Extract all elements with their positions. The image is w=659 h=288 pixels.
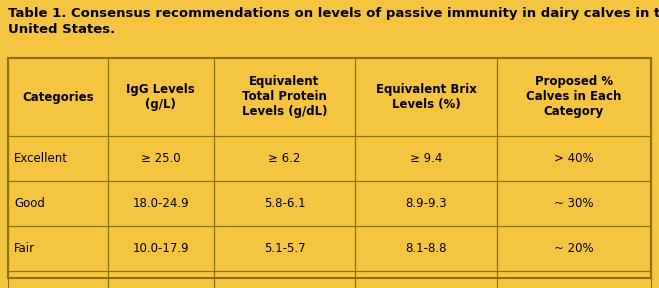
Bar xyxy=(214,136,355,181)
Text: Fair: Fair xyxy=(14,242,35,255)
Bar xyxy=(214,271,355,288)
Text: > 40%: > 40% xyxy=(554,152,594,165)
Text: 8.9-9.3: 8.9-9.3 xyxy=(405,197,447,210)
Text: Equivalent Brix
Levels (%): Equivalent Brix Levels (%) xyxy=(376,83,476,111)
Bar xyxy=(214,58,355,136)
Bar xyxy=(355,181,497,226)
Bar xyxy=(497,181,651,226)
Text: Table 1. Consensus recommendations on levels of passive immunity in dairy calves: Table 1. Consensus recommendations on le… xyxy=(8,7,659,20)
Text: ≥ 25.0: ≥ 25.0 xyxy=(141,152,181,165)
Bar xyxy=(355,226,497,271)
Text: IgG Levels
(g/L): IgG Levels (g/L) xyxy=(127,83,195,111)
Text: ≥ 9.4: ≥ 9.4 xyxy=(410,152,442,165)
Text: < 10.0%: < 10.0% xyxy=(548,287,599,288)
Bar xyxy=(214,226,355,271)
Text: 8.1-8.8: 8.1-8.8 xyxy=(405,242,447,255)
Bar xyxy=(8,58,107,136)
Text: 5.8-6.1: 5.8-6.1 xyxy=(264,197,305,210)
Bar xyxy=(355,271,497,288)
Text: ~ 20%: ~ 20% xyxy=(554,242,594,255)
Text: ≥ 6.2: ≥ 6.2 xyxy=(268,152,301,165)
Bar xyxy=(8,271,107,288)
Bar xyxy=(8,181,107,226)
Bar xyxy=(8,136,107,181)
Bar xyxy=(8,58,651,278)
Bar xyxy=(497,136,651,181)
Text: 5.1-5.7: 5.1-5.7 xyxy=(264,242,305,255)
Bar xyxy=(107,181,214,226)
Bar xyxy=(107,226,214,271)
Bar xyxy=(214,181,355,226)
Bar xyxy=(355,136,497,181)
Bar xyxy=(107,58,214,136)
Text: 18.0-24.9: 18.0-24.9 xyxy=(132,197,189,210)
Text: < 10.0: < 10.0 xyxy=(141,287,181,288)
Bar xyxy=(107,136,214,181)
Text: Equivalent
Total Protein
Levels (g/dL): Equivalent Total Protein Levels (g/dL) xyxy=(242,75,328,118)
Text: ~ 30%: ~ 30% xyxy=(554,197,594,210)
Bar xyxy=(355,58,497,136)
Bar xyxy=(497,58,651,136)
Text: United States.: United States. xyxy=(8,23,115,36)
Text: Proposed %
Calves in Each
Category: Proposed % Calves in Each Category xyxy=(526,75,621,118)
Text: Good: Good xyxy=(14,197,45,210)
Text: 10.0-17.9: 10.0-17.9 xyxy=(132,242,189,255)
Text: < 8.1: < 8.1 xyxy=(410,287,442,288)
Text: Categories: Categories xyxy=(22,90,94,103)
Text: < 5.1: < 5.1 xyxy=(268,287,301,288)
Text: Excellent: Excellent xyxy=(14,152,68,165)
Bar xyxy=(8,226,107,271)
Bar xyxy=(107,271,214,288)
Bar xyxy=(497,271,651,288)
Text: Poor: Poor xyxy=(14,287,40,288)
Bar xyxy=(497,226,651,271)
